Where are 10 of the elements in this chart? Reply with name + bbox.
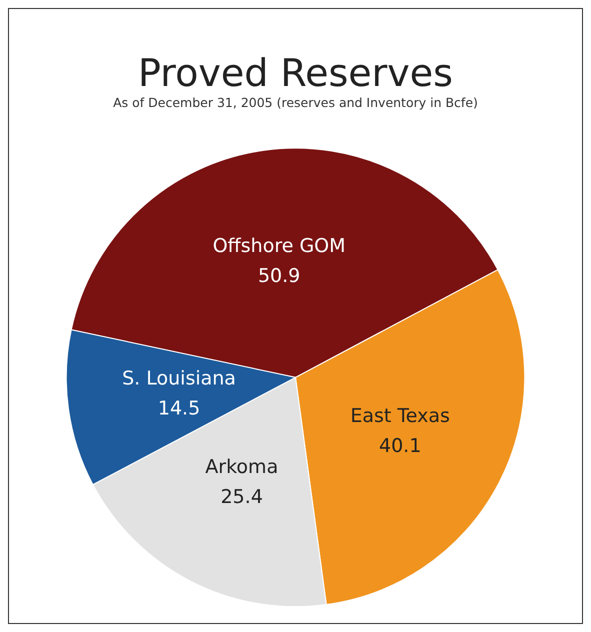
data-label: 50.9 (258, 264, 300, 287)
chart-subtitle: As of December 31, 2005 (reserves and Inventory in Bcfe) (113, 95, 478, 110)
data-label: 40.1 (379, 435, 422, 458)
slice-label: S. Louisiana (122, 368, 236, 390)
chart-title: Proved Reserves (138, 51, 453, 95)
data-label: 14.5 (158, 398, 200, 420)
slice-label: East Texas (350, 405, 450, 428)
slice-label: Arkoma (205, 456, 278, 478)
slice-label: Offshore GOM (212, 234, 346, 257)
data-label: 25.4 (220, 486, 263, 508)
